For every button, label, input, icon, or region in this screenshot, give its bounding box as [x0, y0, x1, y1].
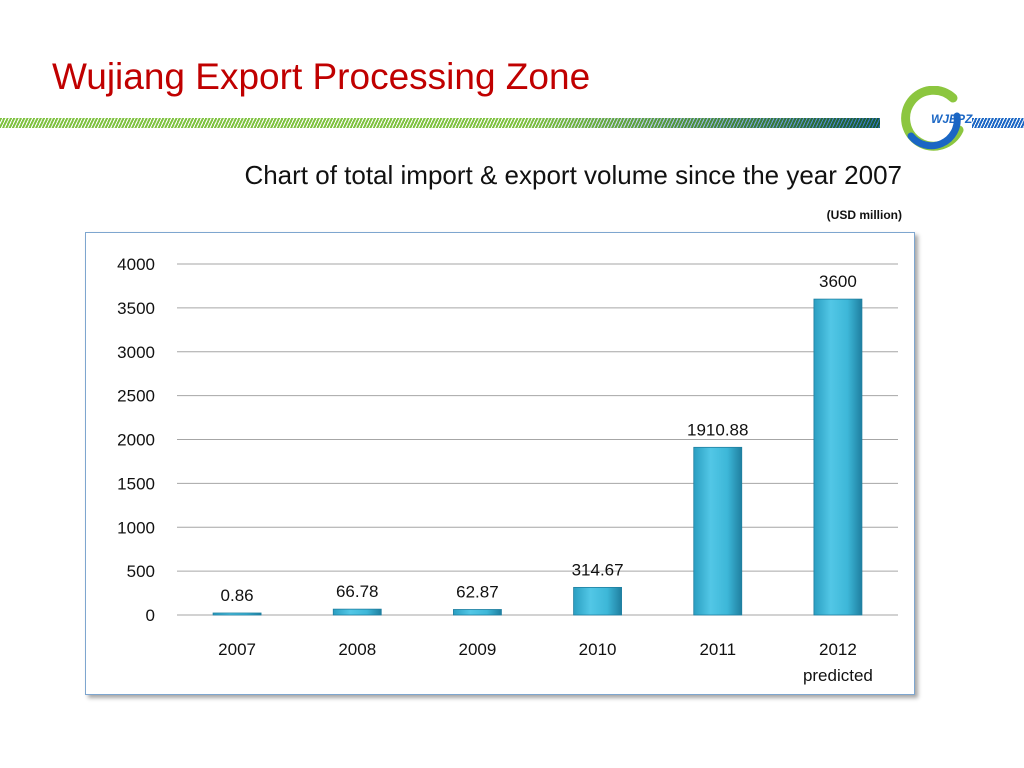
value-label: 66.78	[336, 582, 379, 601]
bar	[813, 298, 863, 616]
blue-gradient-band	[520, 118, 880, 128]
svg-text:WJEPZ: WJEPZ	[931, 112, 973, 126]
y-tick-label: 0	[146, 606, 155, 625]
chart-frame: 0 500 1000 1500 2000 2500 3000 3500 4000 0.86 66.…	[85, 232, 915, 695]
y-tick-label: 2500	[117, 387, 155, 406]
x-tick-label: 2011	[699, 640, 736, 659]
blue-stripe-band	[972, 118, 1024, 128]
y-tick-label: 500	[127, 562, 155, 581]
x-tick-label: 2010	[579, 640, 617, 659]
y-tick-label: 2000	[117, 431, 155, 450]
y-tick-label: 1000	[117, 518, 155, 537]
value-label: 314.67	[572, 560, 624, 579]
x-tick-label: 2007	[218, 640, 256, 659]
chart-title: Chart of total import & export volume si…	[244, 160, 902, 190]
bar-chart: 0 500 1000 1500 2000 2500 3000 3500 4000 0.86 66.…	[117, 255, 898, 685]
x-tick-label: 2012	[819, 640, 857, 659]
wjepz-logo: WJEPZ	[901, 86, 973, 151]
y-tick-label: 1500	[117, 474, 155, 493]
value-label: 0.86	[221, 586, 254, 605]
x-tick-label: 2009	[459, 640, 497, 659]
value-label: 3600	[819, 272, 857, 291]
x-tick-label: 2008	[338, 640, 376, 659]
gridlines	[177, 263, 898, 616]
y-tick-label: 4000	[117, 255, 155, 274]
value-labels: 0.86 66.78 62.87 314.67 1910.88 3600	[221, 272, 857, 605]
chart-unit-note: (USD million)	[826, 208, 902, 222]
y-tick-labels: 0 500 1000 1500 2000 2500 3000 3500 4000	[117, 255, 155, 625]
y-tick-label: 3000	[117, 343, 155, 362]
x-tick-labels: 2007 2008 2009 2010 2011 2012 predicted	[218, 640, 873, 685]
bar	[573, 586, 622, 616]
bar	[693, 446, 743, 616]
bar	[332, 608, 382, 616]
x-tick-label: predicted	[803, 666, 873, 685]
green-stripe-band	[0, 118, 880, 128]
bar	[453, 609, 502, 616]
bar	[212, 612, 262, 616]
y-tick-label: 3500	[117, 299, 155, 318]
value-label: 1910.88	[687, 420, 748, 439]
value-label: 62.87	[456, 582, 499, 601]
slide-title: Wujiang Export Processing Zone	[52, 56, 591, 97]
bars	[212, 298, 863, 616]
